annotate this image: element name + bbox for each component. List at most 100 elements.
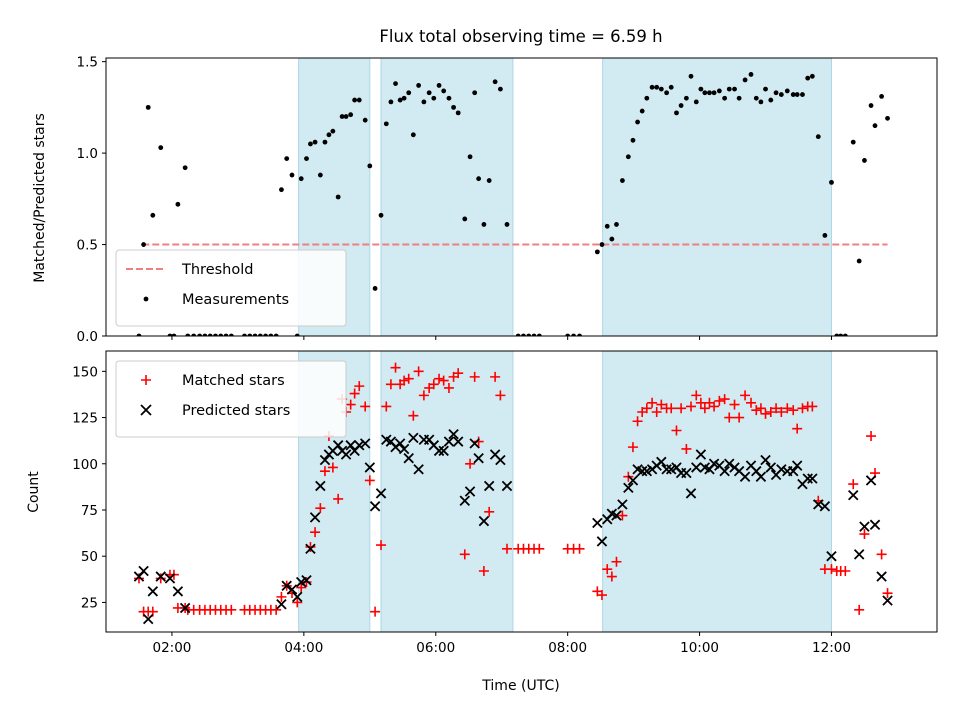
measurement-point <box>492 79 498 85</box>
predicted-star-point <box>776 464 787 475</box>
measurement-point <box>397 97 403 103</box>
matched-star-point <box>632 416 643 427</box>
predicted-star-point <box>375 488 387 499</box>
predicted-star-point <box>394 438 406 449</box>
observing-window-3 <box>602 350 832 633</box>
measurement-point <box>401 95 407 101</box>
predicted-star-point <box>332 440 344 451</box>
measurement-point <box>326 132 332 138</box>
measurement-point <box>649 84 655 90</box>
predicted-star-point <box>433 445 445 457</box>
predicted-star-point <box>354 440 365 451</box>
y-tick-label: 100 <box>72 457 98 473</box>
measurement-point <box>654 84 660 90</box>
measurement-point <box>763 86 768 92</box>
matched-star-point <box>469 371 480 382</box>
measurement-point <box>753 95 759 101</box>
measurement-point <box>141 242 146 247</box>
predicted-star-point <box>452 436 464 447</box>
y-tick-label: 25 <box>81 595 98 611</box>
predicted-star-point <box>869 519 881 531</box>
measurement-point <box>521 333 526 336</box>
matched-star-point <box>403 373 414 384</box>
matched-star-point <box>484 506 495 517</box>
matched-star-point <box>782 403 793 414</box>
predicted-star-point <box>826 550 837 562</box>
matched-star-point <box>611 556 622 567</box>
measurement-point <box>367 163 373 169</box>
measurement-point <box>702 90 708 96</box>
predicted-star-point <box>319 454 331 466</box>
matched-star-point <box>364 475 375 486</box>
measurement-point <box>604 223 610 229</box>
measurement-point <box>732 86 737 92</box>
measurement-point <box>822 233 828 238</box>
predicted-star-point <box>179 602 191 614</box>
matched-star-point <box>385 379 396 390</box>
matched-star-point <box>413 366 424 377</box>
matched-star-point <box>760 408 771 419</box>
measurement-point <box>726 86 732 92</box>
predicted-stars-legend-label: Predicted stars <box>182 403 290 419</box>
predicted-star-point <box>819 501 831 512</box>
measurement-point <box>674 110 679 116</box>
measurement-point <box>268 333 274 336</box>
matched-star-point <box>606 571 617 582</box>
ratio-panel: 0.0 0.5 1.0 1.5 Matched/Predicted stars Thr… <box>32 55 938 345</box>
measurement-point <box>571 333 577 336</box>
measurement-point <box>809 73 815 79</box>
count-legend: Matched stars Predicted stars <box>115 360 347 438</box>
measurement-point <box>481 222 487 227</box>
x-tick-label: 06:00 <box>416 640 455 656</box>
predicted-star-point <box>765 462 777 473</box>
predicted-star-point <box>623 482 634 494</box>
measurement-point <box>441 88 447 94</box>
measurement-point <box>289 172 295 178</box>
matched-star-point <box>681 443 692 454</box>
x-tick-label: 12:00 <box>812 640 851 656</box>
measurement-point <box>416 83 422 88</box>
matched-star-point <box>478 565 489 576</box>
y-tick-label: 1.5 <box>77 55 98 71</box>
measurement-point <box>455 110 461 116</box>
predicted-star-point <box>413 464 424 475</box>
measurement-point <box>784 88 790 94</box>
measurement-point <box>322 139 328 145</box>
matched-star-point <box>647 397 658 408</box>
measurement-point <box>800 92 805 97</box>
measurement-point <box>486 178 492 183</box>
matched-star-point <box>797 403 808 414</box>
measurement-point <box>273 333 279 336</box>
matched-star-point <box>755 403 766 414</box>
measurement-point <box>614 222 619 227</box>
predicted-star-point <box>464 486 476 497</box>
matched-star-point <box>866 431 877 442</box>
measurement-point <box>167 333 173 336</box>
matched-star-point <box>399 375 410 386</box>
predicted-star-point <box>147 586 159 597</box>
measurement-point <box>393 81 398 87</box>
predicted-star-point <box>164 573 176 584</box>
measurement-point <box>748 72 754 77</box>
matched-star-point <box>370 606 381 617</box>
y-tick-label: 0.5 <box>77 238 98 254</box>
matched-star-point <box>676 403 687 414</box>
matched-star-point <box>428 379 439 390</box>
predicted-star-point <box>495 454 506 466</box>
matched-star-point <box>443 382 454 393</box>
predicted-star-point <box>305 543 316 555</box>
matched-star-point <box>296 582 307 593</box>
measurement-point <box>343 114 349 119</box>
matched-star-point <box>671 425 682 436</box>
matched-star-point <box>327 462 338 473</box>
measurement-point <box>228 333 234 336</box>
measurements-legend-label: Measurements <box>182 292 289 308</box>
predicted-star-point <box>859 521 870 532</box>
measurement-point <box>850 139 856 145</box>
measurement-point <box>467 154 473 160</box>
measurement-point <box>348 112 354 118</box>
predicted-star-point <box>755 471 767 482</box>
measurement-point <box>476 176 482 182</box>
predicted-star-point <box>876 571 887 582</box>
